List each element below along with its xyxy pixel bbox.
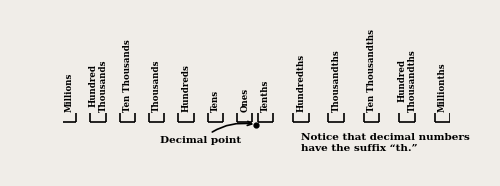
Text: Thousandths: Thousandths	[332, 49, 340, 112]
Text: Notice that decimal numbers
have the suffix “th.”: Notice that decimal numbers have the suf…	[301, 133, 470, 153]
Text: Millionths: Millionths	[438, 62, 447, 112]
Text: Ten Thousands: Ten Thousands	[123, 39, 132, 112]
Text: Thousands: Thousands	[152, 59, 161, 112]
Text: Ones: Ones	[240, 88, 249, 112]
Text: Millions: Millions	[64, 72, 73, 112]
Text: Decimal point: Decimal point	[160, 121, 252, 145]
Text: Tenths: Tenths	[261, 79, 270, 112]
Text: Hundreds: Hundreds	[182, 64, 190, 112]
Text: Hundred
Thousandths: Hundred Thousandths	[397, 49, 416, 112]
Text: Ten Thousandths: Ten Thousandths	[367, 29, 376, 112]
Text: Hundred
Thousands: Hundred Thousands	[88, 59, 108, 112]
Text: Hundredths: Hundredths	[296, 54, 306, 112]
Text: Tens: Tens	[211, 89, 220, 112]
